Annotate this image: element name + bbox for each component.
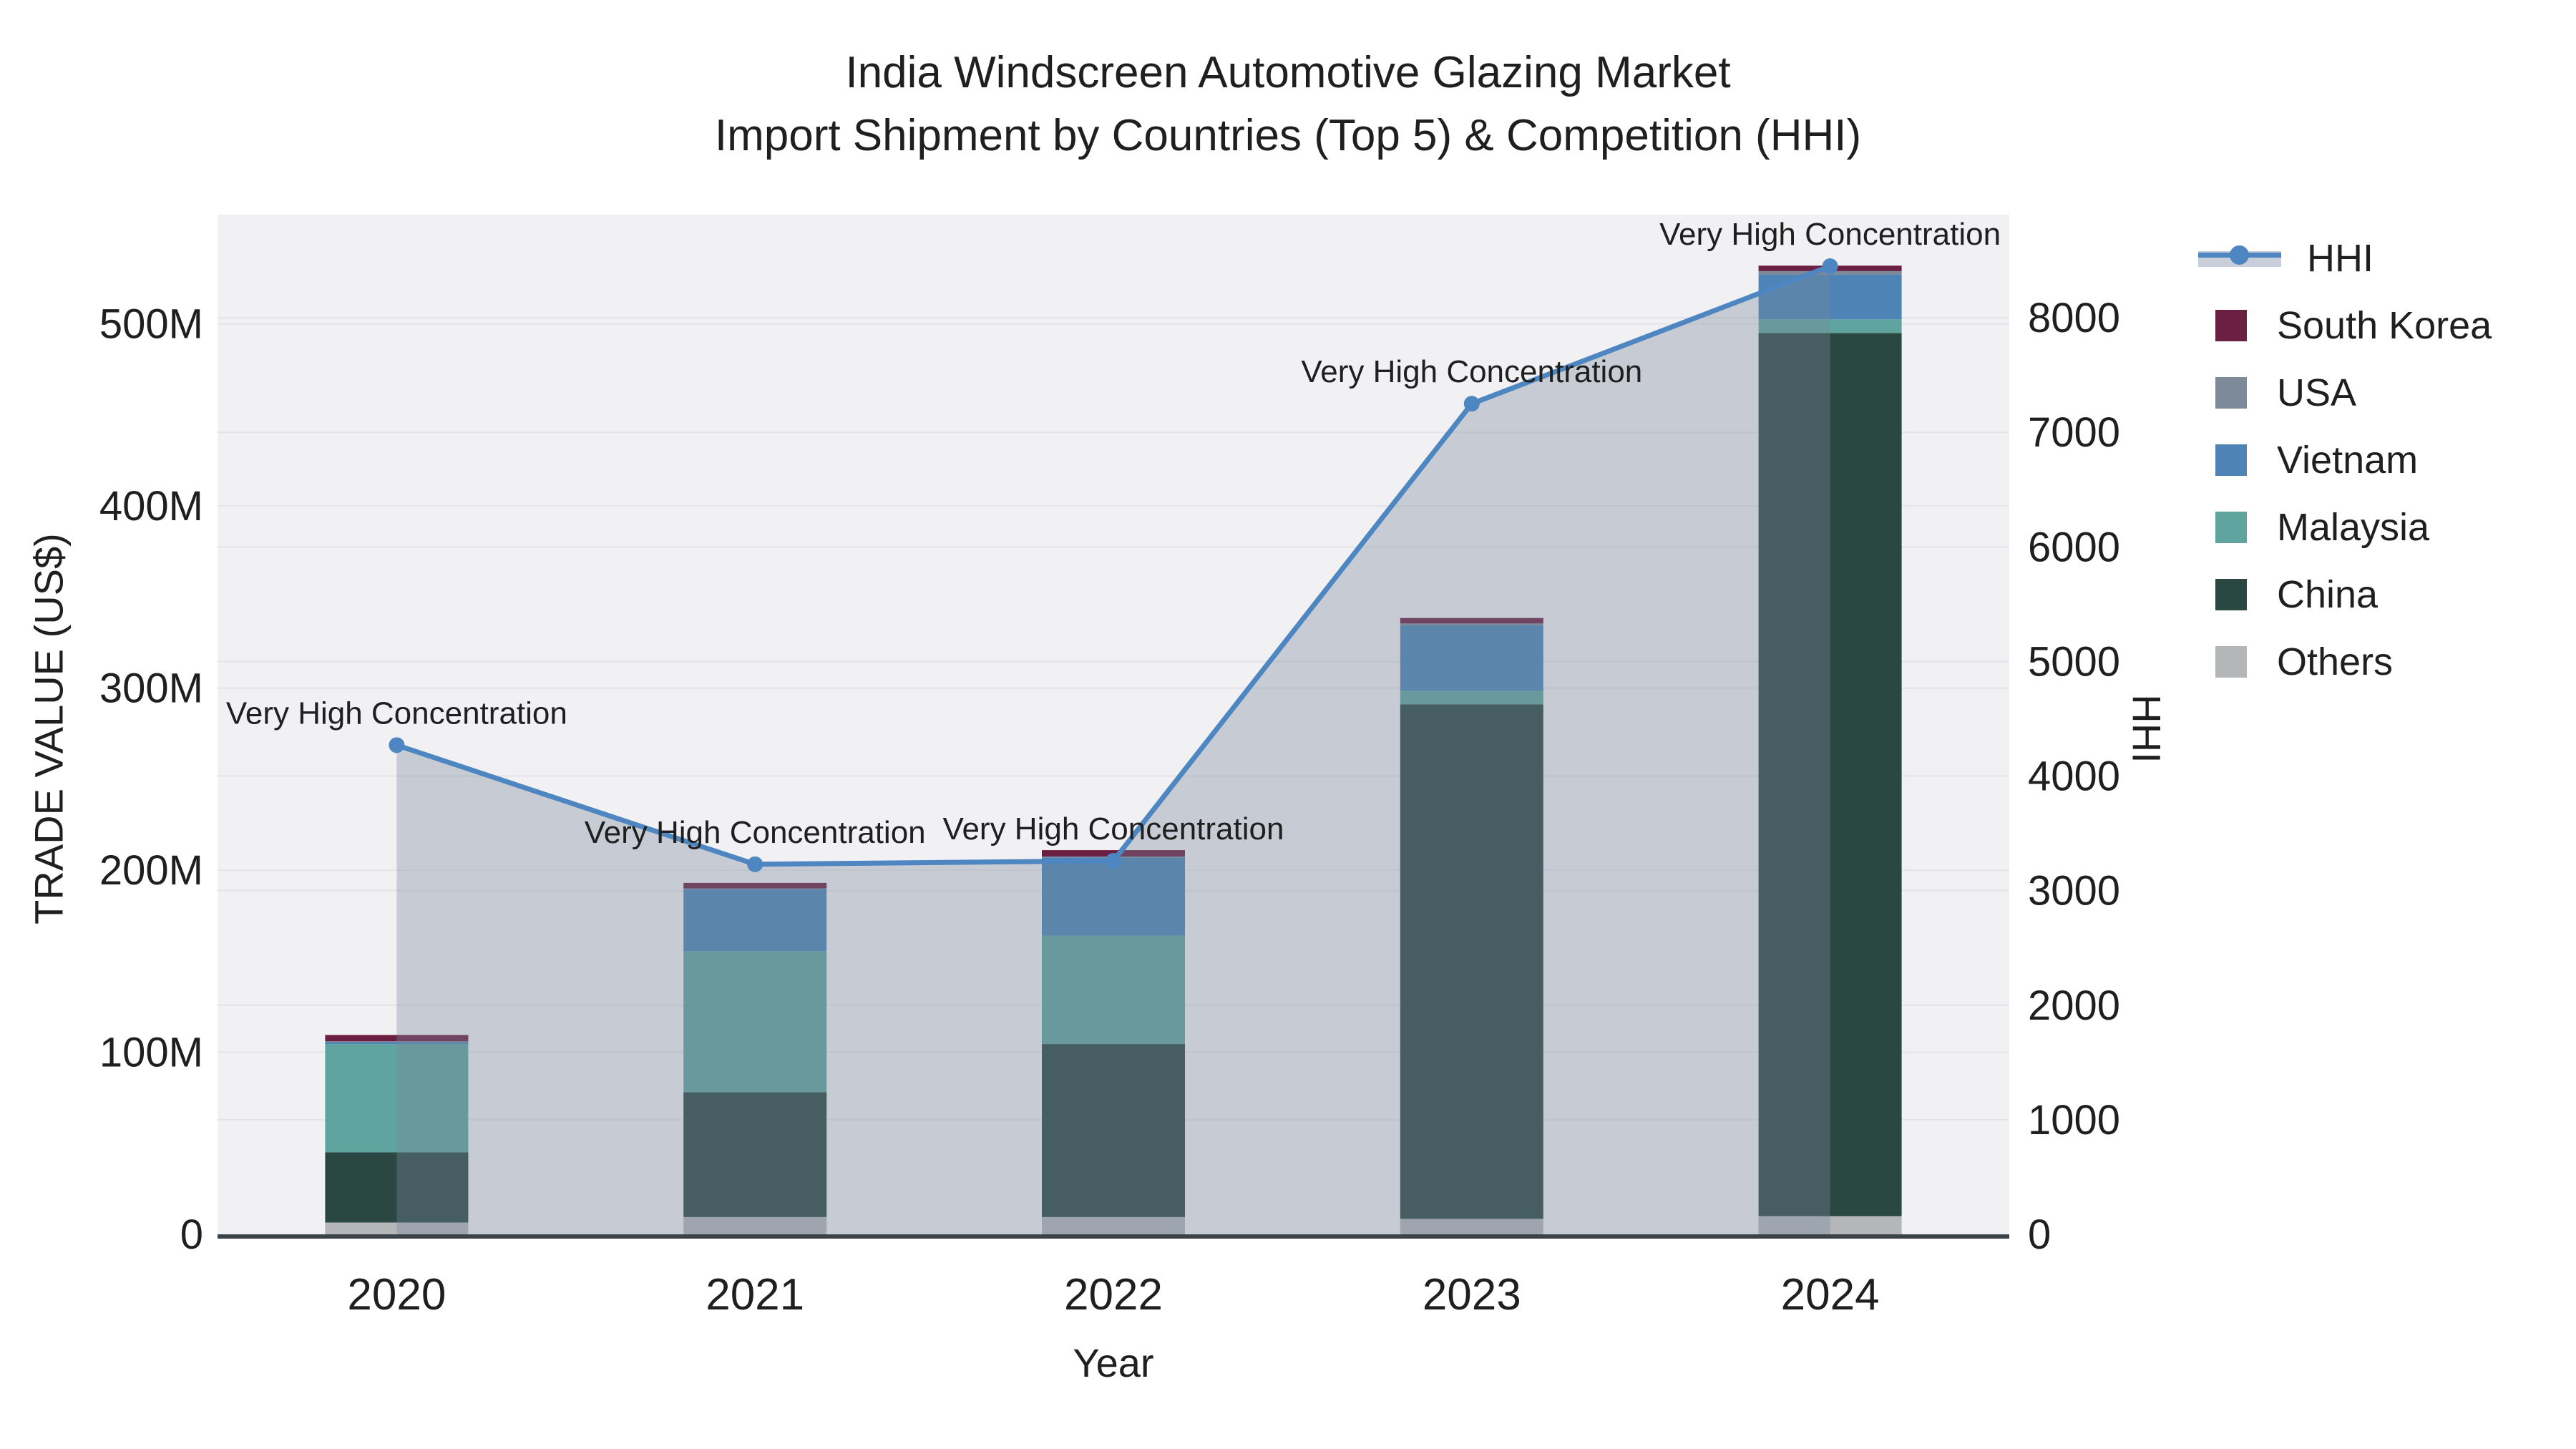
legend-item-china[interactable]: China <box>2198 561 2492 628</box>
bar-segment-china-2023[interactable] <box>1400 704 1543 1219</box>
y-right-tick-7: 7000 <box>2028 409 2120 456</box>
bar-segment-vietnam-2022[interactable] <box>1042 857 1185 936</box>
y-left-tick-3: 300M <box>99 665 203 712</box>
legend-item-others[interactable]: Others <box>2198 628 2492 696</box>
y-left-tick-1: 100M <box>99 1030 203 1076</box>
legend-label: HHI <box>2307 237 2373 280</box>
legend-label: Malaysia <box>2277 506 2430 549</box>
bar-segment-south-korea-2021[interactable] <box>683 882 827 889</box>
bar-segment-vietnam-2020[interactable] <box>325 1042 469 1045</box>
legend-item-hhi[interactable]: HHI <box>2198 225 2492 292</box>
y-right-tick-3: 3000 <box>2028 868 2120 914</box>
x-tick-label-2022: 2022 <box>1064 1270 1163 1319</box>
bar-segment-usa-2023[interactable] <box>1400 623 1543 625</box>
legend-swatch-others <box>2215 646 2247 678</box>
y-right-tick-8: 8000 <box>2028 295 2120 341</box>
legend-swatch-china <box>2215 579 2247 610</box>
y-left-tick-4: 400M <box>99 483 203 530</box>
bar-segment-others-2021[interactable] <box>683 1216 827 1234</box>
bar-segment-vietnam-2023[interactable] <box>1400 625 1543 691</box>
legend-swatch-south-korea <box>2215 310 2247 341</box>
x-tick-label-2024: 2024 <box>1781 1270 1880 1319</box>
bar-segment-others-2022[interactable] <box>1042 1216 1185 1234</box>
y-left-tick-5: 500M <box>99 301 203 348</box>
legend-label: Others <box>2277 640 2394 683</box>
bar-segment-vietnam-2021[interactable] <box>683 889 827 952</box>
bar-segment-china-2020[interactable] <box>325 1152 469 1223</box>
y-right-tick-0: 0 <box>2028 1211 2051 1258</box>
legend-label: China <box>2277 573 2379 616</box>
annotation-2021: Very High Concentration <box>585 815 926 850</box>
annotation-2022: Very High Concentration <box>943 811 1284 847</box>
legend-label: Vietnam <box>2277 439 2419 482</box>
bar-segment-usa-2020[interactable] <box>325 1041 469 1043</box>
bar-segment-malaysia-2020[interactable] <box>325 1044 469 1153</box>
legend-item-usa[interactable]: USA <box>2198 359 2492 426</box>
y-left-axis-title: TRADE VALUE (US$) <box>26 533 72 924</box>
x-tick-label-2021: 2021 <box>706 1270 804 1319</box>
hhi-marker-2021[interactable] <box>747 856 763 872</box>
y-right-tick-5: 5000 <box>2028 638 2120 685</box>
legend-item-malaysia[interactable]: Malaysia <box>2198 494 2492 561</box>
hhi-marker-2020[interactable] <box>389 737 405 753</box>
hhi-marker-2023[interactable] <box>1463 396 1480 412</box>
annotation-2023: Very High Concentration <box>1301 354 1642 389</box>
legend: HHI South Korea USA Vietnam Malaysia China Oth… <box>2198 225 2492 696</box>
chart-title-line2: Import Shipment by Countries (Top 5) & C… <box>714 111 1862 160</box>
bar-segment-others-2024[interactable] <box>1758 1216 1902 1234</box>
legend-label: USA <box>2277 371 2357 414</box>
bar-segment-china-2022[interactable] <box>1042 1044 1185 1217</box>
bar-segment-south-korea-2020[interactable] <box>325 1035 469 1042</box>
x-axis-title: Year <box>1073 1340 1154 1385</box>
bar-segment-china-2021[interactable] <box>683 1092 827 1217</box>
hhi-marker-2022[interactable] <box>1106 853 1121 869</box>
legend-item-vietnam[interactable]: Vietnam <box>2198 426 2492 494</box>
bar-segment-others-2020[interactable] <box>325 1222 469 1234</box>
hhi-marker-2024[interactable] <box>1822 258 1838 275</box>
bar-segment-south-korea-2023[interactable] <box>1400 618 1543 624</box>
annotation-2024: Very High Concentration <box>1659 217 2001 252</box>
legend-item-south-korea[interactable]: South Korea <box>2198 292 2492 359</box>
bar-segment-malaysia-2022[interactable] <box>1042 935 1185 1045</box>
y-right-tick-4: 4000 <box>2028 753 2120 800</box>
y-left-tick-2: 200M <box>99 847 203 894</box>
legend-label: South Korea <box>2277 304 2492 347</box>
y-right-tick-2: 2000 <box>2028 982 2120 1029</box>
bar-segment-malaysia-2023[interactable] <box>1400 691 1543 705</box>
bar-segment-malaysia-2021[interactable] <box>683 951 827 1093</box>
bar-segment-malaysia-2024[interactable] <box>1758 319 1902 333</box>
x-tick-label-2020: 2020 <box>347 1270 446 1319</box>
legend-swatch-vietnam <box>2215 444 2247 476</box>
y-right-tick-1: 1000 <box>2028 1097 2120 1143</box>
chart-title: India Windscreen Automotive Glazing Mark… <box>0 42 2576 167</box>
legend-swatch-malaysia <box>2215 512 2247 543</box>
legend-swatch-usa <box>2215 377 2247 409</box>
y-right-axis-title: HHI <box>2124 694 2170 763</box>
chart-title-line1: India Windscreen Automotive Glazing Mark… <box>845 48 1731 97</box>
hhi-area-fill <box>396 266 1830 1235</box>
y-right-tick-6: 6000 <box>2028 524 2120 570</box>
annotation-2020: Very High Concentration <box>226 696 567 731</box>
bar-segment-others-2023[interactable] <box>1400 1219 1543 1234</box>
x-tick-label-2023: 2023 <box>1423 1270 1521 1319</box>
hhi-line-icon <box>2198 245 2281 267</box>
bar-segment-china-2024[interactable] <box>1758 333 1902 1216</box>
y-left-tick-0: 0 <box>180 1211 203 1258</box>
